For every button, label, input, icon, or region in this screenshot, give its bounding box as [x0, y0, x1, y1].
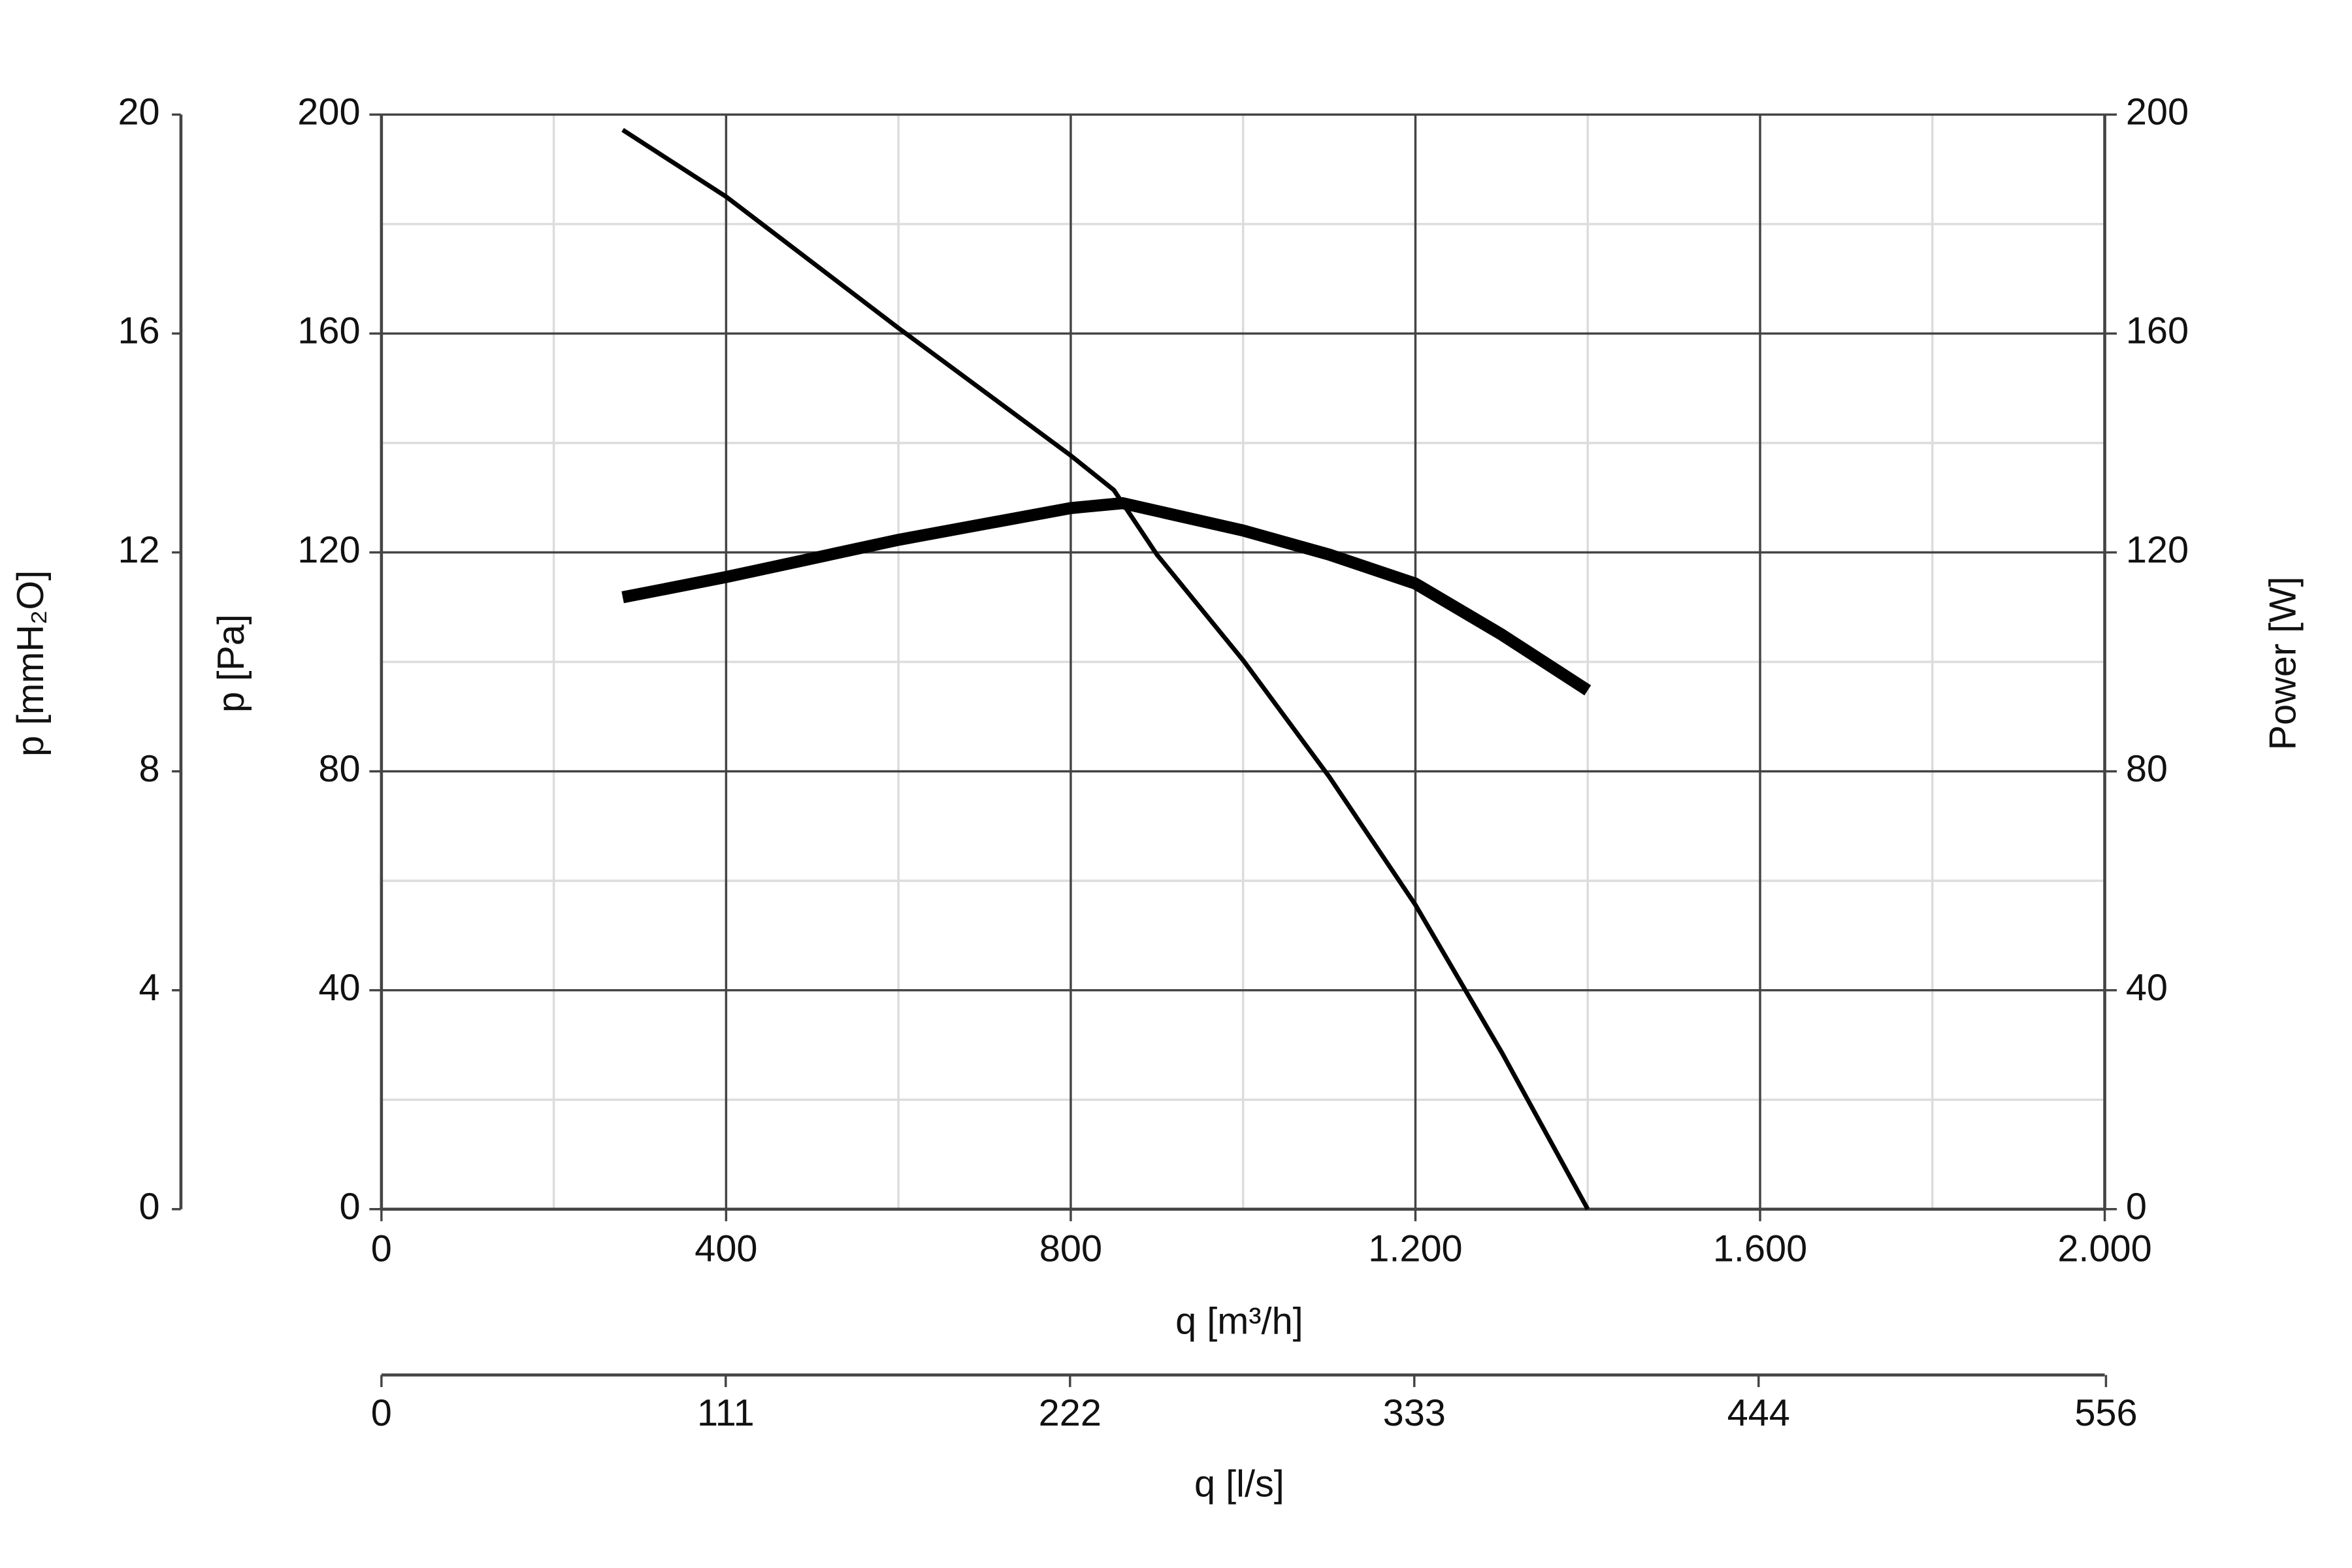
y2-tick-label: 200 [2126, 91, 2189, 133]
x-tick-label: 1.200 [1368, 1228, 1462, 1270]
y-tick-label: 0 [339, 1186, 360, 1228]
x-tick-label: 1.600 [1713, 1228, 1807, 1270]
y-axis-label: p [Pa] [210, 614, 252, 713]
y2-tick-label: 120 [2126, 529, 2189, 571]
curve [621, 127, 1590, 1211]
y2-tick-label: 80 [2126, 748, 2168, 790]
x-tick-label: 2.000 [2057, 1228, 2151, 1270]
y-tick-label: 40 [318, 967, 360, 1009]
y-tick-label: 160 [297, 310, 360, 352]
x2-tick-label: 333 [1383, 1392, 1446, 1434]
x2-tick-label: 556 [2074, 1392, 2137, 1434]
x-tick-label: 400 [694, 1228, 757, 1270]
x2-tick-label: 0 [371, 1392, 392, 1434]
y3-tick-label: 0 [139, 1186, 160, 1228]
x2-tick-label: 111 [697, 1392, 755, 1434]
x-tick-label: 0 [371, 1228, 392, 1270]
y-tick-label: 80 [318, 748, 360, 790]
x2-tick-label: 222 [1039, 1392, 1102, 1434]
x2-axis-label: q [l/s] [1194, 1463, 1284, 1505]
y-tick-label: 200 [297, 91, 360, 133]
y2-tick-label: 0 [2126, 1186, 2147, 1228]
y3-axis-label: p [mmH₂O] [10, 570, 52, 757]
y3-tick-label: 16 [118, 310, 159, 352]
y3-tick-label: 12 [118, 529, 159, 571]
y3-tick-label: 8 [139, 748, 160, 790]
curve [621, 497, 1592, 696]
x-tick-label: 800 [1039, 1228, 1102, 1270]
y2-tick-label: 40 [2126, 967, 2168, 1009]
y-tick-label: 120 [297, 529, 360, 571]
y2-axis-label: Power [W] [2262, 576, 2304, 750]
x2-tick-label: 444 [1727, 1392, 1790, 1434]
y2-tick-label: 160 [2126, 310, 2189, 352]
y3-tick-label: 4 [139, 967, 160, 1009]
x-axis-label: q [m³/h] [1175, 1300, 1303, 1342]
y3-tick-label: 20 [118, 91, 159, 133]
